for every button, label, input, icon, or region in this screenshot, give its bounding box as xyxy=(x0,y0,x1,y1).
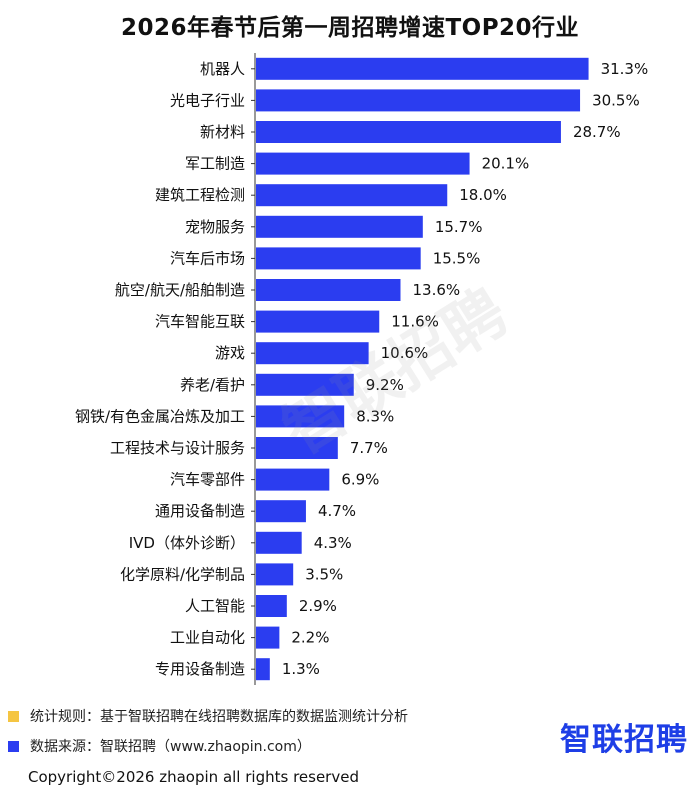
bar xyxy=(256,405,345,428)
category-label: 化学原料/化学制品 xyxy=(120,565,245,583)
data-label: 4.7% xyxy=(318,502,356,520)
data-label: 6.9% xyxy=(341,471,379,489)
bar xyxy=(256,121,561,143)
legend-square-blue xyxy=(8,740,19,752)
data-label: 9.2% xyxy=(366,376,404,394)
bar xyxy=(256,57,589,80)
data-label: 11.6% xyxy=(391,313,439,331)
category-label: 汽车后市场 xyxy=(170,249,245,267)
bar xyxy=(256,468,330,491)
category-label: 汽车零部件 xyxy=(170,471,245,489)
copyright-text: Copyright©2026 zhaopin all rights reserv… xyxy=(28,768,359,786)
bar xyxy=(256,531,302,554)
data-label: 8.3% xyxy=(356,407,394,425)
category-label: 人工智能 xyxy=(185,597,245,615)
category-label: 汽车智能互联 xyxy=(155,313,245,331)
data-label: 2.2% xyxy=(291,629,329,647)
category-label: 光电子行业 xyxy=(170,91,245,109)
data-label: 30.5% xyxy=(592,91,640,109)
footnote-rule-text: 统计规则：基于智联招聘在线招聘数据库的数据监测统计分析 xyxy=(30,709,408,725)
category-label: IVD（体外诊断） xyxy=(129,534,245,552)
bar xyxy=(256,595,287,617)
data-label: 10.6% xyxy=(381,344,429,362)
bar xyxy=(256,310,380,333)
data-label: 1.3% xyxy=(282,660,320,678)
data-label: 15.5% xyxy=(433,249,481,267)
bar xyxy=(256,247,421,270)
data-label: 20.1% xyxy=(482,155,530,173)
bar xyxy=(256,89,581,112)
bar xyxy=(256,215,423,238)
bar xyxy=(256,437,338,459)
bar xyxy=(256,626,280,649)
footnote-source: 数据来源：智联招聘（www.zhaopin.com） xyxy=(8,736,311,756)
bar-chart: 机器人 31.3% 光电子行业 30.5% 新材料 28.7% 军工制造 20.1% 建筑工程检… xyxy=(75,53,649,685)
data-label: 13.6% xyxy=(413,281,461,299)
category-label: 养老/看护 xyxy=(180,376,245,394)
data-label: 15.7% xyxy=(435,218,483,236)
bar xyxy=(256,658,270,681)
category-label: 通用设备制造 xyxy=(155,502,245,520)
footnote-rule: 统计规则：基于智联招聘在线招聘数据库的数据监测统计分析 xyxy=(8,706,408,726)
bar xyxy=(256,373,354,396)
data-label: 2.9% xyxy=(299,597,337,615)
category-label: 建筑工程检测 xyxy=(155,186,245,204)
category-label: 军工制造 xyxy=(185,155,245,173)
bar xyxy=(256,500,306,523)
bar xyxy=(256,152,470,175)
data-label: 3.5% xyxy=(305,565,343,583)
category-label: 游戏 xyxy=(215,344,245,362)
bar xyxy=(256,279,401,301)
category-label: 航空/航天/船舶制造 xyxy=(115,281,245,299)
bar xyxy=(256,563,294,586)
category-label: 新材料 xyxy=(200,123,245,141)
bar xyxy=(256,342,369,365)
category-label: 专用设备制造 xyxy=(155,660,245,678)
category-label: 工程技术与设计服务 xyxy=(110,439,245,457)
category-label: 钢铁/有色金属冶炼及加工 xyxy=(75,407,245,425)
data-label: 7.7% xyxy=(350,439,388,457)
bar xyxy=(256,184,448,207)
data-label: 31.3% xyxy=(601,60,649,78)
legend-square-yellow xyxy=(8,710,19,722)
data-label: 28.7% xyxy=(573,123,621,141)
chart-title: 2026年春节后第一周招聘增速TOP20行业 xyxy=(120,15,580,41)
category-label: 工业自动化 xyxy=(170,629,245,647)
footnote-source-text: 数据来源：智联招聘（www.zhaopin.com） xyxy=(30,739,311,755)
category-label: 机器人 xyxy=(200,60,245,78)
data-label: 18.0% xyxy=(459,186,507,204)
data-label: 4.3% xyxy=(314,534,352,552)
zhaopin-logo: 智联招聘 xyxy=(560,722,688,758)
category-label: 宠物服务 xyxy=(185,218,245,236)
